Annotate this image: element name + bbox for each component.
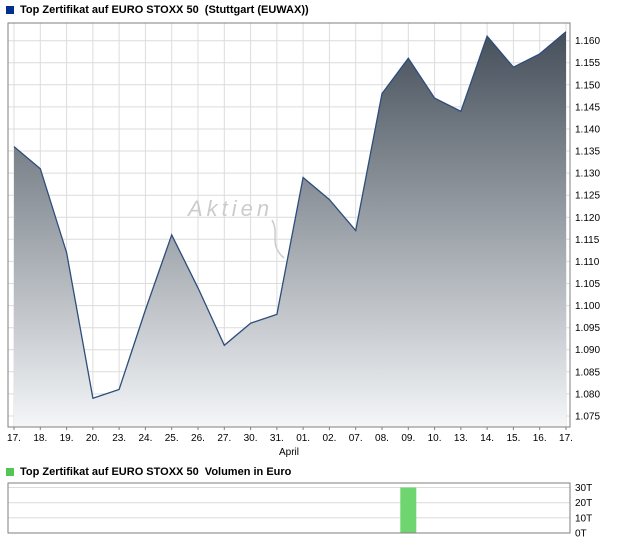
- y-tick-label: 1.110: [575, 257, 600, 268]
- x-tick-label: 17.: [559, 433, 573, 444]
- plot-border: [7, 22, 571, 428]
- x-tick-label: 14.: [480, 433, 494, 444]
- y-tick-label: 30T: [575, 483, 592, 494]
- y-tick-label: 1.080: [575, 389, 600, 400]
- x-tick-label: 13.: [454, 433, 468, 444]
- price-chart-svg: Aktien 1.075 1.080 1.085 1.090 1.095 1.100 1.10…: [7, 22, 600, 458]
- x-tick-label: 15.: [506, 433, 520, 444]
- y-tick-label: 1.155: [575, 58, 600, 69]
- price-series-swatch-icon: [6, 5, 14, 14]
- price-area-fill: [14, 31, 566, 428]
- x-tick-label: 08.: [375, 433, 389, 444]
- y-tick-label: 0T: [575, 529, 587, 540]
- x-tick-label: 10.: [428, 433, 442, 444]
- x-tick-label: 30.: [244, 433, 258, 444]
- price-chart-title: Top Zertifikat auf EURO STOXX 50 (Stuttg…: [20, 3, 309, 16]
- y-tick-label: 1.150: [575, 80, 600, 91]
- x-tick-label: 09.: [401, 433, 415, 444]
- y-tick-label: 1.135: [575, 147, 600, 158]
- volume-bar: [400, 487, 417, 533]
- volume-series-swatch-icon: [6, 467, 14, 476]
- x-tick-label: 19.: [60, 433, 74, 444]
- price-chart-header: Top Zertifikat auf EURO STOXX 50 (Stuttg…: [0, 0, 620, 18]
- x-tick-label: 20.: [86, 433, 100, 444]
- x-tick-label: 23.: [112, 433, 126, 444]
- y-tick-label: 10T: [575, 513, 592, 524]
- volume-chart: 30T 20T 10T 0T: [0, 480, 620, 542]
- y-tick-label: 1.130: [575, 169, 600, 180]
- x-tick-label: 07.: [349, 433, 363, 444]
- y-tick-label: 20T: [575, 498, 592, 509]
- y-tick-label: 1.160: [575, 36, 600, 47]
- y-tick-label: 1.090: [575, 345, 600, 356]
- plot-border: [7, 482, 571, 534]
- price-chart: Aktien 1.075 1.080 1.085 1.090 1.095 1.100 1.10…: [0, 18, 620, 462]
- y-tick-label: 1.120: [575, 213, 600, 224]
- price-line: [13, 31, 567, 400]
- y-tick-label: 1.100: [575, 301, 600, 312]
- x-tick-label: 25.: [165, 433, 179, 444]
- watermark-text: Aktien: [186, 196, 273, 221]
- y-tick-label: 1.115: [575, 235, 600, 246]
- volume-chart-title: Top Zertifikat auf EURO STOXX 50 Volumen…: [20, 465, 292, 478]
- y-tick-label: 1.095: [575, 323, 600, 334]
- x-tick-label: 17.: [7, 433, 21, 444]
- volume-chart-header: Top Zertifikat auf EURO STOXX 50 Volumen…: [0, 462, 620, 480]
- y-tick-label: 1.105: [575, 279, 600, 290]
- x-tick-label: 31.: [270, 433, 284, 444]
- y-tick-label: 1.140: [575, 124, 600, 135]
- y-tick-label: 1.145: [575, 102, 600, 113]
- y-tick-label: 1.075: [575, 411, 600, 422]
- x-tick-label: 24.: [138, 433, 152, 444]
- volume-chart-svg: 30T 20T 10T 0T: [7, 482, 592, 540]
- x-tick-label: 02.: [322, 433, 336, 444]
- x-tick-label: 26.: [191, 433, 205, 444]
- x-axis-month-label: April: [279, 447, 299, 458]
- watermark-swoosh-icon: [271, 219, 285, 259]
- x-tick-label: 18.: [33, 433, 47, 444]
- x-tick-label: 27.: [217, 433, 231, 444]
- y-tick-label: 1.085: [575, 367, 600, 378]
- x-tick-label: 01.: [296, 433, 310, 444]
- y-tick-label: 1.125: [575, 191, 600, 202]
- x-tick-label: 16.: [533, 433, 547, 444]
